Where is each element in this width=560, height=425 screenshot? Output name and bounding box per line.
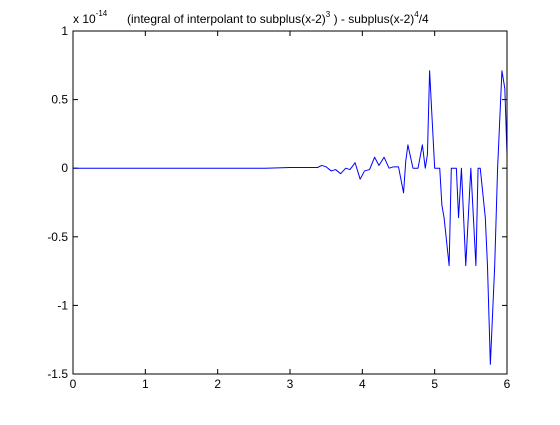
axes-box — [72, 30, 508, 375]
x-tick-label: 4 — [359, 377, 366, 391]
y-multiplier: x 10-14 — [73, 9, 108, 26]
plot-area — [73, 31, 507, 374]
title-part-2: ) - subplus(x-2) — [330, 12, 414, 26]
y-tick-label: 0.5 — [51, 93, 68, 107]
x-tick-label: 1 — [142, 377, 149, 391]
y-tick-label: 1 — [61, 24, 68, 38]
title-part-1: (integral of interpolant to subplus(x-2) — [127, 12, 326, 26]
x-tick-label: 2 — [214, 377, 221, 391]
y-tick-label: -1.5 — [47, 367, 68, 381]
y-multiplier-exponent: -14 — [96, 9, 108, 18]
y-tick-label: 0 — [61, 161, 68, 175]
chart-title: (integral of interpolant to subplus(x-2)… — [127, 10, 429, 26]
data-layer — [73, 70, 508, 365]
x-tick-label: 6 — [504, 377, 511, 391]
x-tick-label: 5 — [431, 377, 438, 391]
title-exponent-1: 3 — [326, 10, 331, 19]
y-tick-label: -1 — [57, 298, 68, 312]
y-multiplier-base: x 10 — [73, 12, 96, 26]
title-part-3: /4 — [419, 12, 429, 26]
y-tick-label: -0.5 — [47, 230, 68, 244]
series-line — [73, 70, 508, 365]
x-tick-label: 3 — [287, 377, 294, 391]
title-exponent-2: 4 — [414, 10, 419, 19]
x-tick-label: 0 — [70, 377, 77, 391]
